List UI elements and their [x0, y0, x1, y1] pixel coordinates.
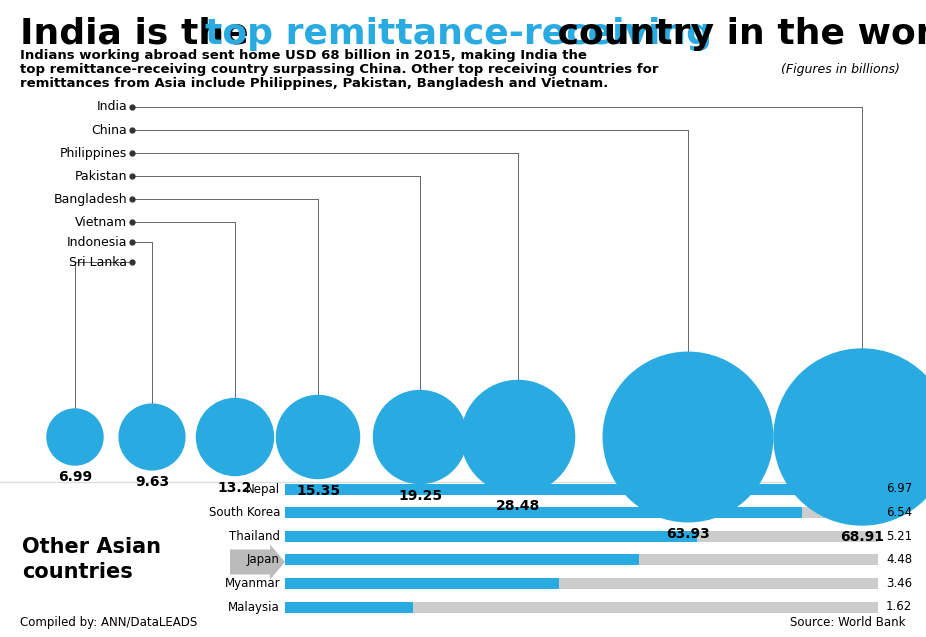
Ellipse shape [603, 352, 773, 522]
Bar [285, 578, 558, 589]
Bar [285, 601, 878, 613]
Text: India: India [96, 101, 127, 113]
Text: Vietnam: Vietnam [75, 215, 127, 229]
Text: Compiled by: ANN/DataLEADS: Compiled by: ANN/DataLEADS [20, 616, 197, 629]
Text: India is the: India is the [20, 17, 261, 51]
Text: 5.21: 5.21 [886, 530, 912, 543]
Bar [285, 483, 878, 494]
Text: South Korea: South Korea [208, 506, 280, 519]
Text: 6.99: 6.99 [58, 470, 92, 484]
Ellipse shape [373, 390, 467, 483]
Text: 28.48: 28.48 [496, 499, 540, 513]
Bar [285, 483, 836, 494]
Bar [285, 531, 697, 541]
Text: 3.46: 3.46 [886, 577, 912, 590]
Text: Pakistan: Pakistan [74, 169, 127, 182]
Text: Bangladesh: Bangladesh [54, 192, 127, 206]
Text: 4.48: 4.48 [886, 554, 912, 566]
Text: Sri Lanka: Sri Lanka [69, 255, 127, 269]
Text: Japan: Japan [247, 554, 280, 566]
Bar [285, 507, 878, 518]
Text: top remittance-receiving: top remittance-receiving [205, 17, 711, 51]
Bar [285, 554, 878, 565]
Text: Source: World Bank: Source: World Bank [791, 616, 906, 629]
Text: 6.54: 6.54 [886, 506, 912, 519]
Text: Philippines: Philippines [60, 147, 127, 159]
Text: 9.63: 9.63 [135, 475, 169, 489]
Text: 6.97: 6.97 [886, 482, 912, 496]
Ellipse shape [461, 380, 574, 494]
Text: 15.35: 15.35 [296, 483, 340, 497]
Text: Indonesia: Indonesia [67, 236, 127, 248]
Text: Malaysia: Malaysia [228, 601, 280, 613]
Bar [285, 601, 413, 613]
Text: remittances from Asia include Philippines, Pakistan, Bangladesh and Vietnam.: remittances from Asia include Philippine… [20, 77, 608, 90]
Text: 68.91: 68.91 [840, 530, 884, 544]
Text: 13.2: 13.2 [218, 480, 252, 494]
Text: Nepal: Nepal [246, 482, 280, 496]
FancyArrow shape [230, 545, 285, 580]
Text: 1.62: 1.62 [886, 601, 912, 613]
Text: Myanmar: Myanmar [224, 577, 280, 590]
Bar [285, 507, 802, 518]
Text: country in the world: country in the world [545, 17, 926, 51]
Bar [285, 554, 639, 565]
Ellipse shape [47, 409, 103, 465]
Bar [285, 578, 878, 589]
Text: China: China [92, 124, 127, 136]
Ellipse shape [277, 396, 359, 478]
Ellipse shape [119, 404, 185, 470]
Text: Other Asian: Other Asian [22, 537, 161, 557]
Text: top remittance-receiving country surpassing China. Other top receiving countries: top remittance-receiving country surpass… [20, 63, 658, 76]
Text: 19.25: 19.25 [398, 489, 442, 503]
Text: 63.93: 63.93 [666, 527, 710, 541]
Text: Thailand: Thailand [229, 530, 280, 543]
Bar [285, 531, 878, 541]
Ellipse shape [196, 399, 273, 475]
Text: Indians working abroad sent home USD 68 billion in 2015, making India the: Indians working abroad sent home USD 68 … [20, 49, 587, 62]
Ellipse shape [774, 349, 926, 525]
Text: (Figures in billions): (Figures in billions) [782, 63, 900, 76]
Text: countries: countries [22, 562, 132, 582]
